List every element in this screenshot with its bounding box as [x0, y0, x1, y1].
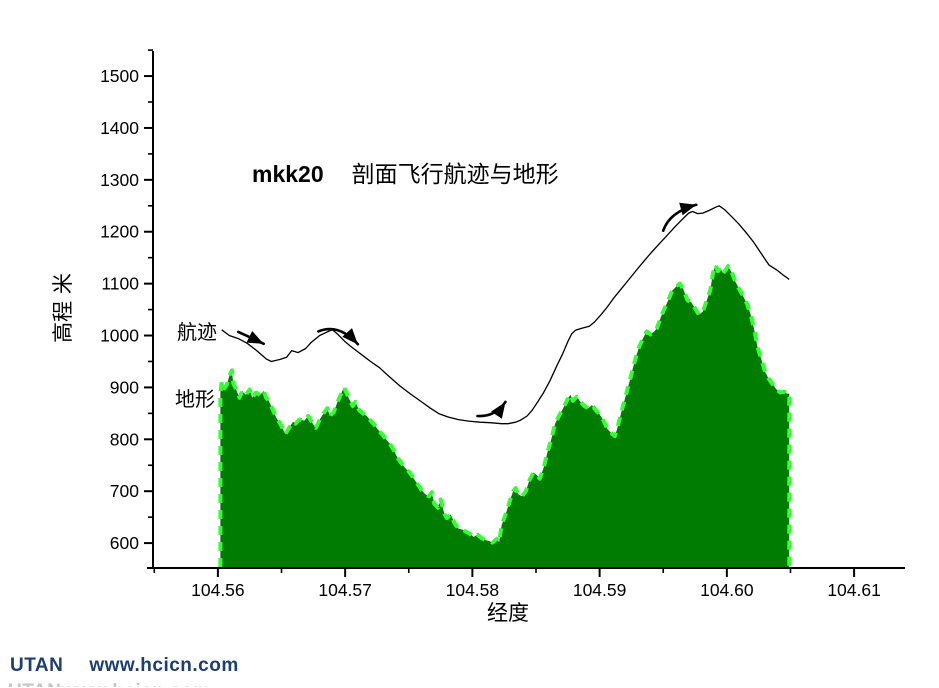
track-direction-arrow-head [342, 328, 358, 345]
x-tick-label: 104.58 [446, 580, 500, 600]
y-tick-label: 1100 [101, 274, 139, 294]
track-direction-arrow-head [491, 401, 506, 419]
x-axis-title: 经度 [487, 601, 529, 625]
footer-watermark: UTAN www.hcicn.com [10, 655, 239, 677]
x-tick-label: 104.56 [191, 580, 245, 600]
y-tick-label: 1300 [100, 170, 139, 190]
track-series-label: 航迹 [177, 320, 217, 344]
y-tick-label: 1000 [100, 326, 139, 346]
y-tick-label: 900 [110, 377, 139, 397]
y-tick-label: 800 [110, 429, 139, 449]
track-direction-arrow-shaft [661, 203, 698, 232]
x-tick-label: 104.57 [318, 580, 372, 600]
terrain-series-label: 地形 [175, 387, 215, 411]
y-tick-label: 600 [110, 533, 139, 553]
terrain-area [220, 264, 790, 567]
flight-track-line [221, 205, 790, 425]
y-tick-label: 1200 [100, 222, 139, 242]
footer-url: www.hcicn.com [89, 655, 239, 676]
chart-title-run-id: mkk20 [252, 161, 324, 187]
track-direction-arrow-head [246, 331, 264, 344]
x-tick-label: 104.61 [827, 580, 881, 600]
y-tick-label: 700 [110, 481, 139, 501]
chart-title-text: 剖面飞行航迹与地形 [351, 162, 559, 188]
y-axis-title: 高程 米 [51, 273, 75, 343]
x-tick-label: 104.59 [573, 580, 627, 600]
track-direction-arrow-head [679, 202, 697, 216]
y-tick-label: 1500 [100, 66, 139, 86]
chart-title: mkk20 剖面飞行航迹与地形 [252, 155, 559, 189]
x-tick-label: 104.60 [700, 580, 754, 600]
footer-brand: UTAN [10, 655, 64, 676]
y-tick-label: 1400 [100, 118, 139, 138]
